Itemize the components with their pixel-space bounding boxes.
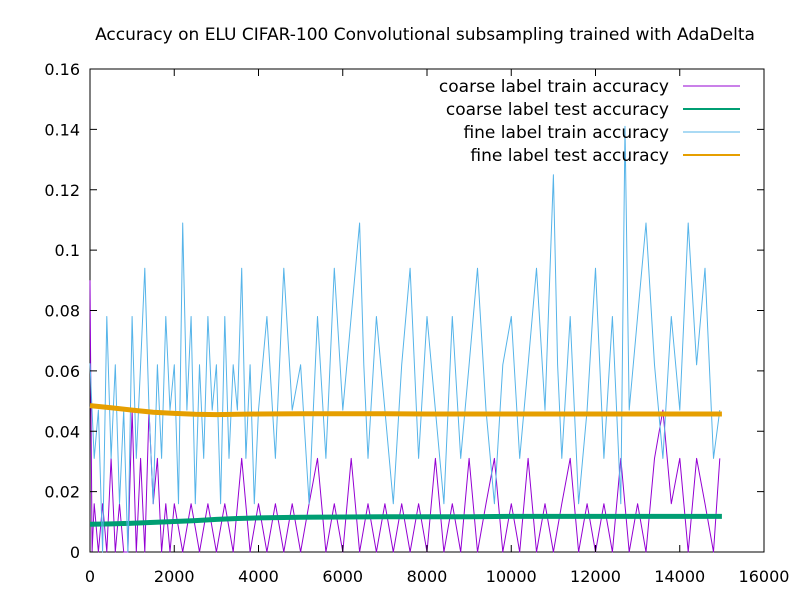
y-tick-label: 0.1	[55, 241, 80, 260]
chart-title: Accuracy on ELU CIFAR-100 Convolutional …	[95, 25, 755, 45]
legend-label-1: coarse label train accuracy	[439, 77, 669, 97]
x-tick-label: 2000	[154, 567, 195, 586]
x-tick-label: 10000	[486, 567, 537, 586]
y-tick-label: 0.04	[44, 422, 80, 441]
legend-label-2: coarse label test accuracy	[446, 100, 669, 120]
x-tick-label: 4000	[238, 567, 279, 586]
legend: coarse label train accuracy coarse label …	[439, 77, 740, 166]
legend-label-3: fine label train accuracy	[463, 123, 669, 143]
y-tick-label: 0.02	[44, 483, 80, 502]
y-tick-label: 0	[70, 543, 80, 562]
y-tick-label: 0.06	[44, 362, 80, 381]
series-layer	[89, 125, 722, 553]
y-tick-label: 0.14	[44, 120, 80, 139]
x-axis: 0 2000 4000 6000 8000 10000 12000 14000 16000	[85, 69, 790, 586]
x-tick-label: 16000	[739, 567, 790, 586]
series-line-1	[89, 280, 721, 553]
legend-label-4: fine label test accuracy	[470, 146, 669, 166]
series-line-3	[89, 125, 721, 553]
y-tick-label: 0.12	[44, 181, 80, 200]
x-tick-label: 14000	[654, 567, 705, 586]
x-tick-label: 8000	[407, 567, 448, 586]
series-line-2	[89, 513, 722, 527]
y-tick-label: 0.16	[44, 60, 80, 79]
x-tick-label: 0	[85, 567, 95, 586]
y-tick-label: 0.08	[44, 302, 80, 321]
y-axis: 0 0.02 0.04 0.06 0.08 0.1 0.12 0.14 0.16	[44, 60, 764, 562]
x-tick-label: 6000	[322, 567, 363, 586]
series-line-4	[89, 403, 722, 418]
x-tick-label: 12000	[570, 567, 621, 586]
